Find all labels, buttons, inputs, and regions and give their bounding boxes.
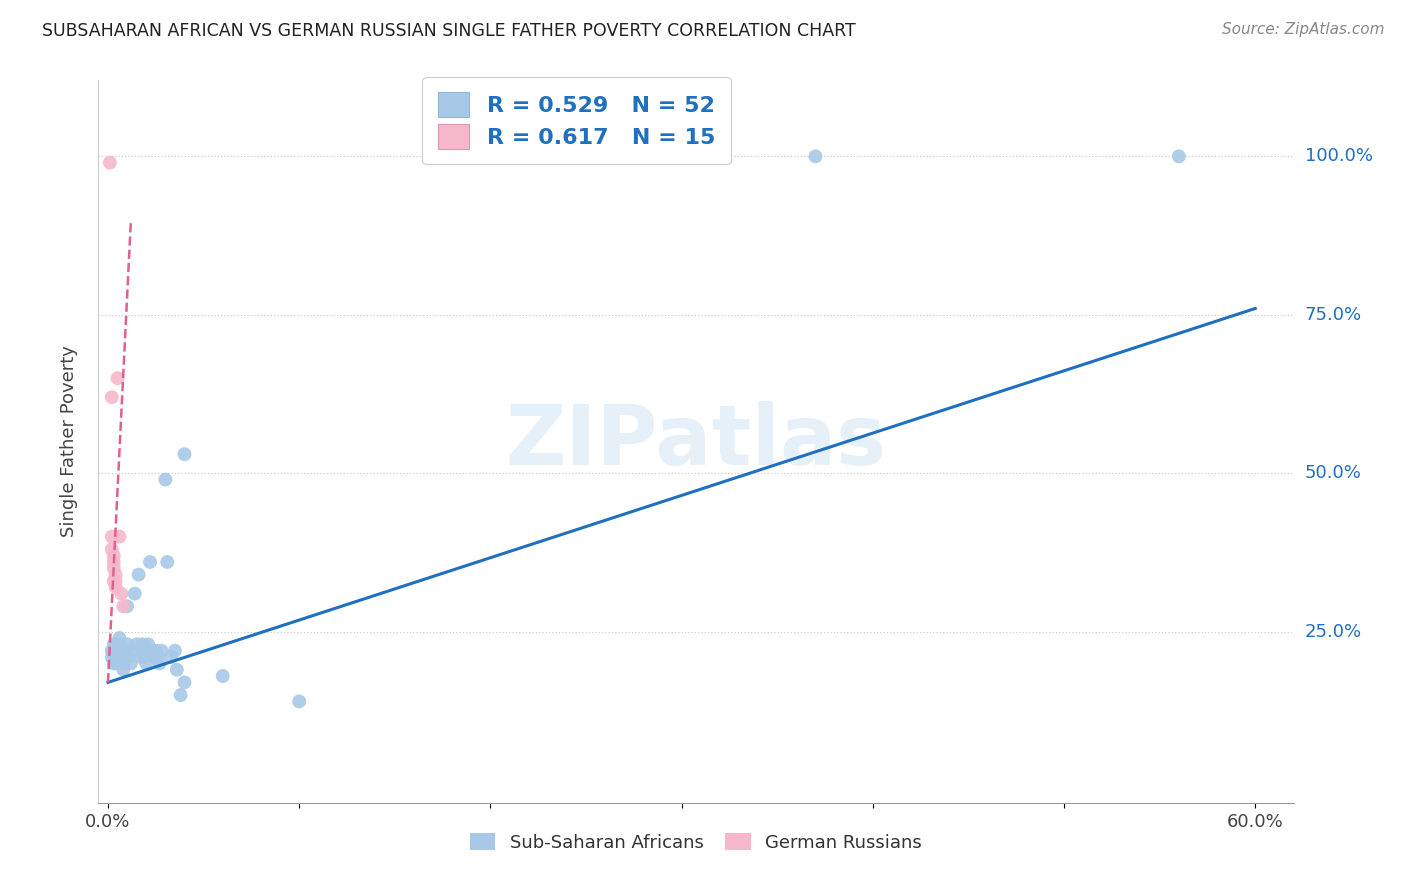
Point <box>104 574 127 588</box>
Point <box>104 643 127 657</box>
Point <box>101 530 124 544</box>
Point <box>110 643 132 657</box>
Point <box>104 567 127 582</box>
Point <box>141 643 163 657</box>
Point <box>108 631 131 645</box>
Point <box>121 643 143 657</box>
Text: 100.0%: 100.0% <box>1305 147 1372 165</box>
Point <box>101 650 124 665</box>
Point <box>108 637 131 651</box>
Point <box>103 643 125 657</box>
Point <box>114 650 136 665</box>
Point <box>103 657 125 671</box>
Point <box>135 657 157 671</box>
Text: Source: ZipAtlas.com: Source: ZipAtlas.com <box>1222 22 1385 37</box>
Text: SUBSAHARAN AFRICAN VS GERMAN RUSSIAN SINGLE FATHER POVERTY CORRELATION CHART: SUBSAHARAN AFRICAN VS GERMAN RUSSIAN SIN… <box>42 22 856 40</box>
Point <box>169 688 191 702</box>
Point <box>108 643 131 657</box>
Point <box>112 657 135 671</box>
Point <box>120 657 142 671</box>
Point <box>131 643 153 657</box>
Point <box>129 650 152 665</box>
Point <box>107 650 129 665</box>
Point <box>110 650 132 665</box>
Point <box>173 447 195 461</box>
Point <box>125 637 148 651</box>
Point <box>136 637 159 651</box>
Point <box>101 542 124 557</box>
Point <box>98 155 121 169</box>
Point <box>150 643 173 657</box>
Text: 75.0%: 75.0% <box>1305 306 1362 324</box>
Point <box>107 637 129 651</box>
Text: 25.0%: 25.0% <box>1305 623 1362 640</box>
Point <box>103 561 125 575</box>
Point <box>804 149 827 163</box>
Point <box>112 663 135 677</box>
Point <box>104 650 127 665</box>
Point <box>173 675 195 690</box>
Point <box>124 587 146 601</box>
Point <box>104 657 127 671</box>
Point <box>115 599 138 614</box>
Legend: Sub-Saharan Africans, German Russians: Sub-Saharan Africans, German Russians <box>463 826 929 859</box>
Point <box>104 580 127 594</box>
Point <box>134 650 156 665</box>
Point <box>118 650 141 665</box>
Point <box>103 637 125 651</box>
Point <box>288 694 311 708</box>
Point <box>166 663 188 677</box>
Point <box>107 371 129 385</box>
Point <box>142 650 165 665</box>
Point <box>114 643 136 657</box>
Point <box>139 555 162 569</box>
Point <box>163 643 186 657</box>
Point <box>112 599 135 614</box>
Point <box>145 643 167 657</box>
Point <box>108 530 131 544</box>
Point <box>103 574 125 588</box>
Text: 50.0%: 50.0% <box>1305 464 1361 483</box>
Point <box>155 473 177 487</box>
Point <box>156 555 179 569</box>
Point <box>211 669 233 683</box>
Point <box>101 390 124 404</box>
Point <box>131 637 153 651</box>
Point <box>128 567 150 582</box>
Point <box>103 549 125 563</box>
Point <box>110 587 132 601</box>
Point <box>103 555 125 569</box>
Text: ZIPatlas: ZIPatlas <box>506 401 886 482</box>
Point <box>160 650 183 665</box>
Point <box>1167 149 1189 163</box>
Point <box>149 657 172 671</box>
Point <box>146 650 169 665</box>
Y-axis label: Single Father Poverty: Single Father Poverty <box>59 345 77 538</box>
Point <box>115 637 138 651</box>
Point <box>101 643 124 657</box>
